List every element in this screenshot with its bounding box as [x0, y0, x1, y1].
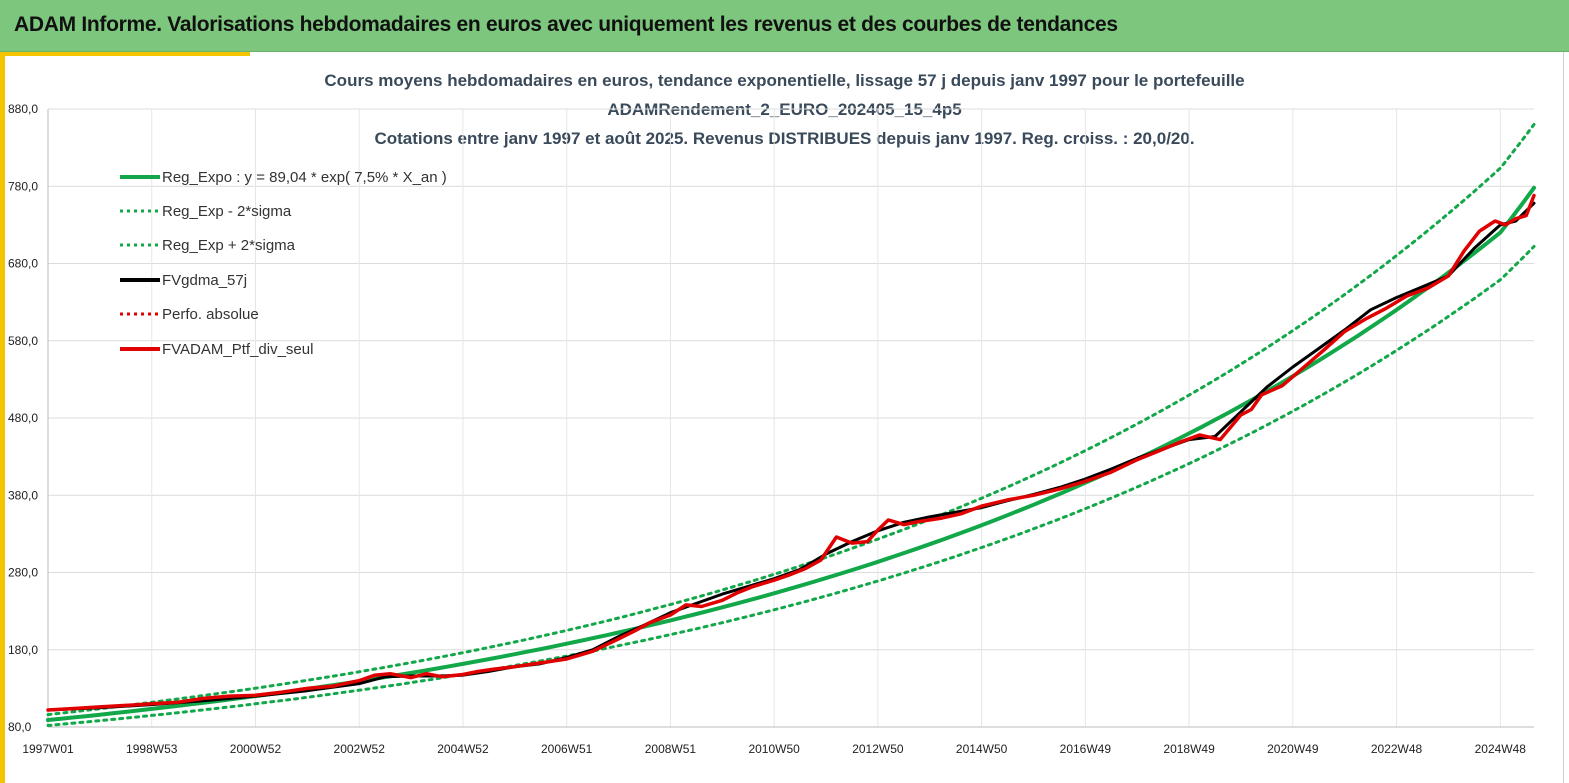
y-tick-label: 480,0 — [8, 411, 38, 425]
x-tick-label: 2024W48 — [1475, 742, 1527, 756]
x-tick-label: 2014W50 — [956, 742, 1008, 756]
banner-title: ADAM Informe. Valorisations hebdomadaire… — [14, 13, 1118, 36]
y-tick-label: 180,0 — [8, 643, 38, 657]
x-tick-label: 2010W50 — [748, 742, 800, 756]
x-tick-label: 2020W49 — [1267, 742, 1319, 756]
accent-bar-left — [0, 52, 5, 783]
header-banner: ADAM Informe. Valorisations hebdomadaire… — [0, 0, 1569, 52]
y-tick-label: 780,0 — [8, 179, 38, 193]
series-line-reg-expo — [46, 185, 1536, 722]
series-line-fvgdma-57j — [46, 201, 1536, 712]
accent-bar-top — [0, 52, 250, 56]
x-tick-label: 2002W52 — [334, 742, 386, 756]
x-tick-label: 2004W52 — [437, 742, 489, 756]
x-tick-label: 2022W48 — [1371, 742, 1423, 756]
legend-label: Perfo. absolue — [162, 306, 259, 323]
y-tick-label: 280,0 — [8, 566, 38, 580]
x-tick-label: 1998W53 — [126, 742, 178, 756]
legend-label: Reg_Exp + 2*sigma — [162, 237, 296, 254]
x-tick-label: 2006W51 — [541, 742, 593, 756]
series-line-reg-minus-2sigma — [46, 245, 1536, 727]
x-tick-label: 2000W52 — [230, 742, 282, 756]
frame-border-right — [1563, 52, 1564, 783]
y-tick-label: 80,0 — [8, 720, 32, 734]
x-tick-label: 2016W49 — [1060, 742, 1112, 756]
series-line-fvadam-ptf — [46, 193, 1536, 712]
x-tick-label: 2008W51 — [645, 742, 697, 756]
x-tick-label: 1997W01 — [22, 742, 74, 756]
x-tick-label: 2012W50 — [852, 742, 904, 756]
chart-title-line-1: Cours moyens hebdomadaires en euros, ten… — [324, 71, 1245, 90]
chart-title-line-3: Cotations entre janv 1997 et août 2025. … — [374, 129, 1195, 148]
y-tick-label: 580,0 — [8, 334, 38, 348]
legend-label: Reg_Expo : y = 89,04 * exp( 7,5% * X_an … — [162, 169, 447, 186]
legend-label: FVgdma_57j — [162, 272, 247, 289]
series-line-reg-plus-2sigma — [46, 123, 1536, 717]
y-tick-label: 880,0 — [8, 102, 38, 116]
legend-label: Reg_Exp - 2*sigma — [162, 203, 292, 220]
y-tick-label: 380,0 — [8, 488, 38, 502]
x-tick-label: 2018W49 — [1163, 742, 1215, 756]
y-tick-label: 680,0 — [8, 257, 38, 271]
legend-label: FVADAM_Ptf_div_seul — [162, 341, 313, 358]
